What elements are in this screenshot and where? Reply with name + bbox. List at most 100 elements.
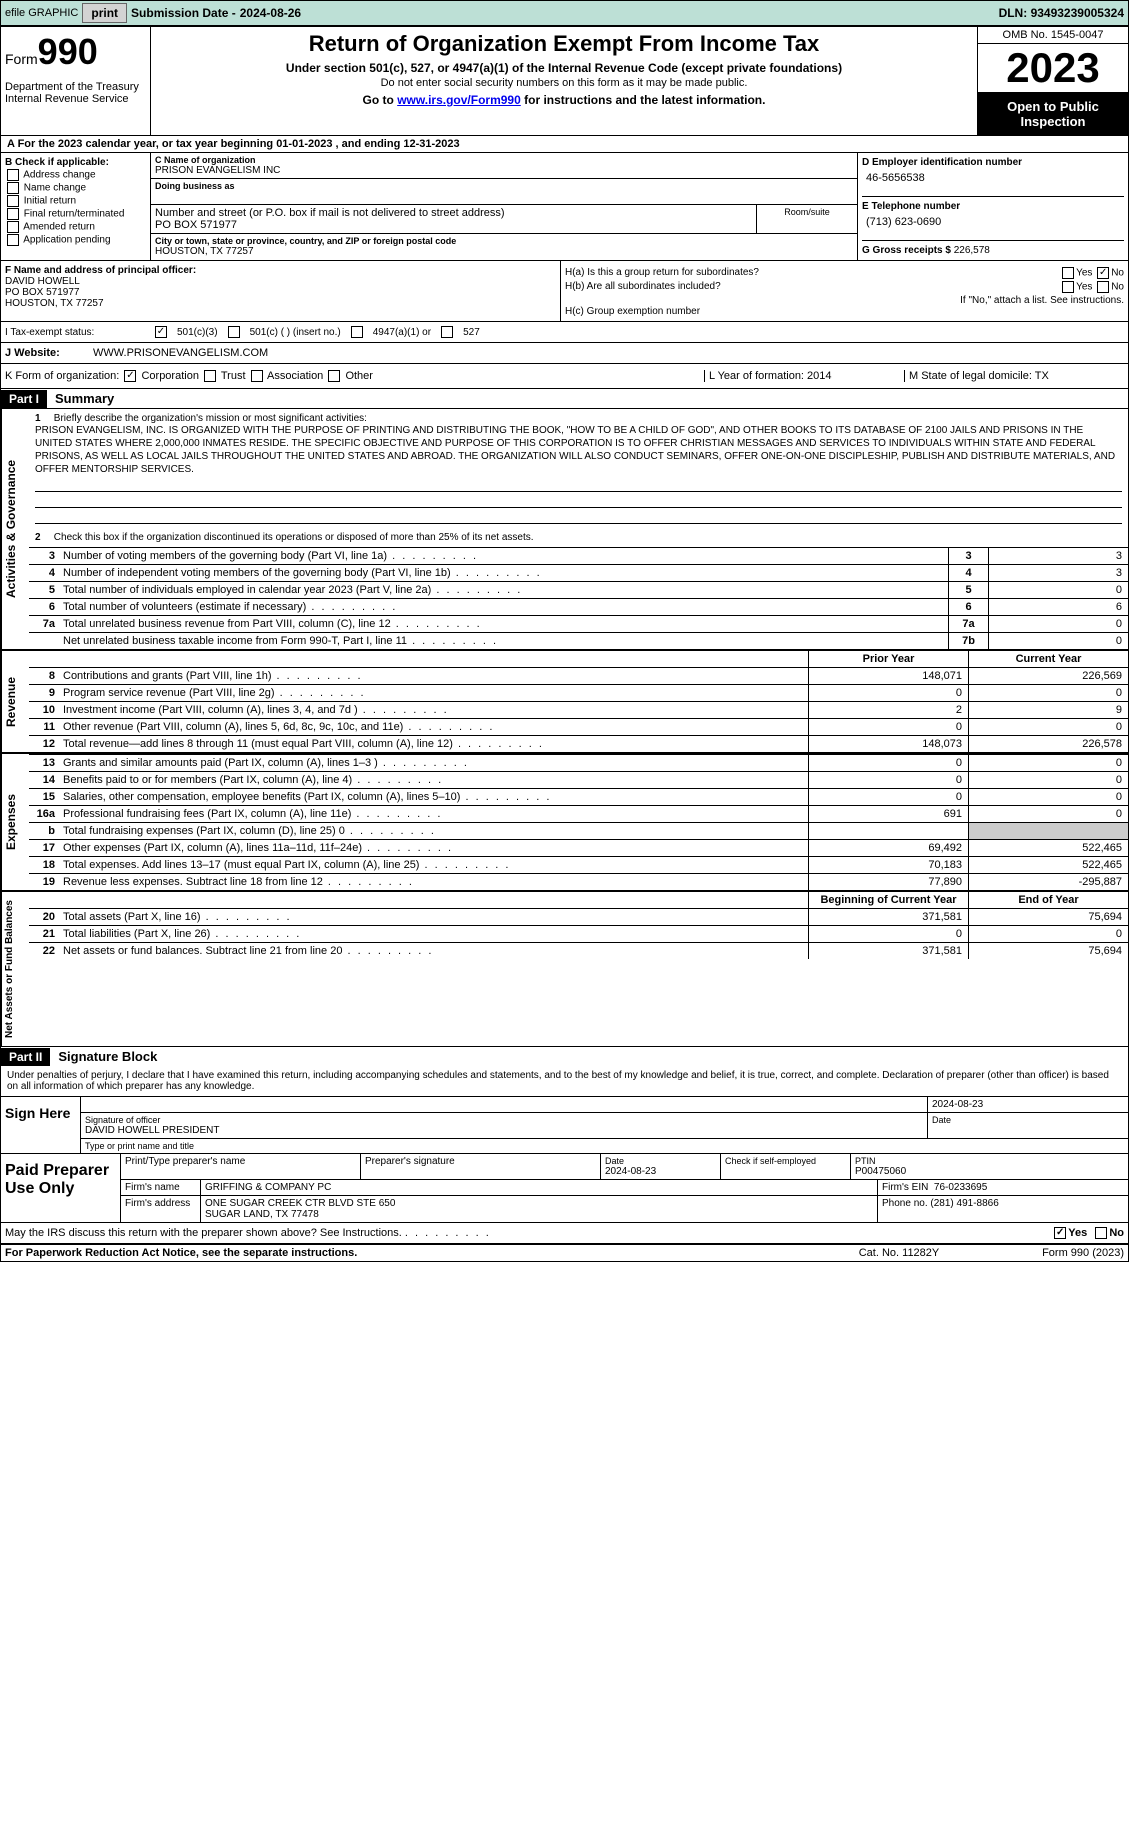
tax-status-label: I Tax-exempt status: xyxy=(5,327,145,338)
check-4947[interactable] xyxy=(351,326,363,338)
officer-city: HOUSTON, TX 77257 xyxy=(5,298,556,309)
form-label: Form xyxy=(5,51,38,67)
box-h: H(a) Is this a group return for subordin… xyxy=(561,261,1128,321)
header-center: Return of Organization Exempt From Incom… xyxy=(151,27,978,135)
main-title: Return of Organization Exempt From Incom… xyxy=(155,31,973,57)
mission-label: Briefly describe the organization's miss… xyxy=(54,413,367,424)
vtab-expenses: Expenses xyxy=(1,754,29,890)
firm-address: ONE SUGAR CREEK CTR BLVD STE 650 xyxy=(205,1198,873,1209)
sig-officer-label: Signature of officer xyxy=(85,1115,923,1125)
expense-line-19: 19Revenue less expenses. Subtract line 1… xyxy=(29,873,1128,890)
box-c: C Name of organization PRISON EVANGELISM… xyxy=(151,153,858,260)
discuss-yes[interactable] xyxy=(1054,1227,1066,1239)
summary-net-assets: Net Assets or Fund Balances Beginning of… xyxy=(1,890,1128,1046)
address: PO BOX 571977 xyxy=(155,219,752,231)
col-end-year: End of Year xyxy=(968,892,1128,908)
discuss-row: May the IRS discuss this return with the… xyxy=(1,1222,1128,1243)
mission-block: 1 Briefly describe the organization's mi… xyxy=(29,409,1128,528)
perjury-text: Under penalties of perjury, I declare th… xyxy=(1,1066,1128,1096)
ein-label: D Employer identification number xyxy=(862,157,1124,168)
phone-value: (713) 623-0690 xyxy=(866,216,1124,228)
discuss-text: May the IRS discuss this return with the… xyxy=(5,1227,402,1239)
box-b-header: B Check if applicable: xyxy=(5,157,146,168)
self-employed-check: Check if self-employed xyxy=(721,1154,851,1179)
check-corporation[interactable] xyxy=(124,370,136,382)
section-b-c-d: B Check if applicable: Address change Na… xyxy=(1,152,1128,261)
paid-preparer-label: Paid Preparer Use Only xyxy=(1,1154,121,1222)
summary-expenses: Expenses 13Grants and similar amounts pa… xyxy=(1,752,1128,890)
hb-label: H(b) Are all subordinates included? xyxy=(565,281,721,293)
footer: For Paperwork Reduction Act Notice, see … xyxy=(1,1243,1128,1261)
check-initial-return[interactable]: Initial return xyxy=(5,195,146,207)
city-label: City or town, state or province, country… xyxy=(155,236,853,246)
part1-label: Part I xyxy=(1,390,47,408)
irs-link[interactable]: www.irs.gov/Form990 xyxy=(397,93,521,107)
check-application-pending[interactable]: Application pending xyxy=(5,234,146,246)
preparer-sig-label: Preparer's signature xyxy=(361,1154,601,1179)
summary-line-7b: Net unrelated business taxable income fr… xyxy=(29,632,1128,649)
ha-label: H(a) Is this a group return for subordin… xyxy=(565,267,759,279)
revenue-line-12: 12Total revenue—add lines 8 through 11 (… xyxy=(29,735,1128,752)
submission-date: 2024-08-26 xyxy=(240,6,301,20)
check-501c3[interactable] xyxy=(155,326,167,338)
summary-line-3: 3Number of voting members of the governi… xyxy=(29,547,1128,564)
check-final-return[interactable]: Final return/terminated xyxy=(5,208,146,220)
sign-date: 2024-08-23 xyxy=(928,1097,1128,1112)
check-501c[interactable] xyxy=(228,326,240,338)
ptin-value: P00475060 xyxy=(855,1166,1124,1177)
print-button[interactable]: print xyxy=(82,3,127,23)
form-990: Form990 Department of the Treasury Inter… xyxy=(0,26,1129,1262)
part2-label: Part II xyxy=(1,1048,50,1066)
form-header: Form990 Department of the Treasury Inter… xyxy=(1,27,1128,136)
officer-addr: PO BOX 571977 xyxy=(5,287,556,298)
expense-line-17: 17Other expenses (Part IX, column (A), l… xyxy=(29,839,1128,856)
discuss-no[interactable] xyxy=(1095,1227,1107,1239)
goto-instructions: Go to www.irs.gov/Form990 for instructio… xyxy=(155,93,973,107)
department: Department of the Treasury Internal Reve… xyxy=(5,81,146,105)
ssn-warning: Do not enter social security numbers on … xyxy=(155,77,973,89)
net-line-22: 22Net assets or fund balances. Subtract … xyxy=(29,942,1128,959)
revenue-line-9: 9Program service revenue (Part VIII, lin… xyxy=(29,684,1128,701)
check-address-change[interactable]: Address change xyxy=(5,169,146,181)
check-amended-return[interactable]: Amended return xyxy=(5,221,146,233)
website-row: J Website: WWW.PRISONEVANGELISM.COM xyxy=(1,343,1128,364)
vtab-netassets: Net Assets or Fund Balances xyxy=(1,892,29,1046)
check-other[interactable] xyxy=(328,370,340,382)
paid-preparer-block: Paid Preparer Use Only Print/Type prepar… xyxy=(1,1153,1128,1222)
check-527[interactable] xyxy=(441,326,453,338)
box-b: B Check if applicable: Address change Na… xyxy=(1,153,151,260)
header-left: Form990 Department of the Treasury Inter… xyxy=(1,27,151,135)
row-a-calendar-year: A For the 2023 calendar year, or tax yea… xyxy=(1,136,1128,152)
gross-receipts-label: G Gross receipts $ xyxy=(862,245,954,256)
check-association[interactable] xyxy=(251,370,263,382)
gross-receipts-value: 226,578 xyxy=(954,245,990,256)
part2-title: Signature Block xyxy=(50,1047,165,1066)
summary-line-7a: 7aTotal unrelated business revenue from … xyxy=(29,615,1128,632)
col-current-year: Current Year xyxy=(968,651,1128,667)
summary-activities: Activities & Governance 1 Briefly descri… xyxy=(1,408,1128,649)
preparer-date: 2024-08-23 xyxy=(605,1166,716,1177)
officer-signature-name: DAVID HOWELL PRESIDENT xyxy=(85,1125,923,1136)
hc-label: H(c) Group exemption number xyxy=(565,306,1124,317)
address-label: Number and street (or P.O. box if mail i… xyxy=(155,207,752,219)
form-number: 990 xyxy=(38,31,98,72)
tax-exempt-status: I Tax-exempt status: 501(c)(3) 501(c) ( … xyxy=(1,322,1128,343)
section-f-h: F Name and address of principal officer:… xyxy=(1,261,1128,322)
dln: DLN: 93493239005324 xyxy=(999,6,1124,20)
check-trust[interactable] xyxy=(204,370,216,382)
room-suite-label: Room/suite xyxy=(757,205,857,233)
officer-name: DAVID HOWELL xyxy=(5,276,556,287)
preparer-name-label: Print/Type preparer's name xyxy=(121,1154,361,1179)
firm-address-label: Firm's address xyxy=(121,1196,201,1222)
expense-line-15: 15Salaries, other compensation, employee… xyxy=(29,788,1128,805)
expense-line-18: 18Total expenses. Add lines 13–17 (must … xyxy=(29,856,1128,873)
type-name-label: Type or print name and title xyxy=(81,1139,1128,1153)
submission-date-label: Submission Date - xyxy=(131,6,236,20)
firm-name-label: Firm's name xyxy=(121,1180,201,1195)
check-name-change[interactable]: Name change xyxy=(5,182,146,194)
line2-text: Check this box if the organization disco… xyxy=(54,532,534,543)
summary-line-6: 6Total number of volunteers (estimate if… xyxy=(29,598,1128,615)
k-l-m-row: K Form of organization: Corporation Trus… xyxy=(1,364,1128,389)
vtab-revenue: Revenue xyxy=(1,651,29,752)
sign-here-label: Sign Here xyxy=(1,1097,81,1153)
